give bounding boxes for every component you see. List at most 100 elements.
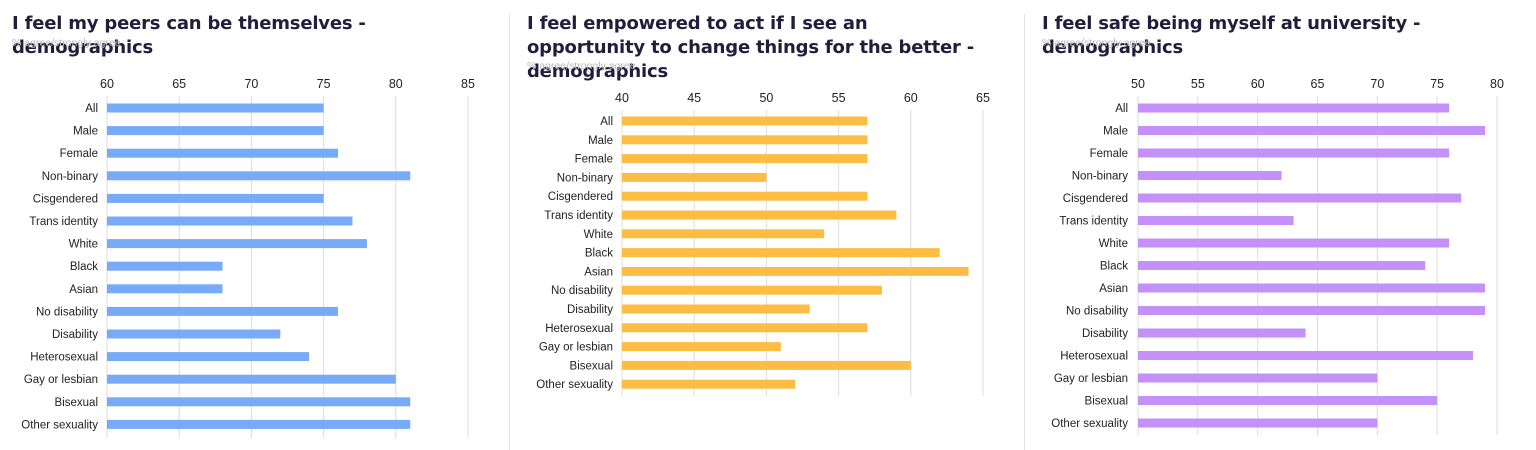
chart-panel-peers: I feel my peers can be themselves - demo…: [0, 0, 505, 450]
chart-subtitle: % agree/strongly agree: [1042, 37, 1151, 49]
bar: [107, 329, 281, 339]
category-label: Trans identity: [1059, 216, 1128, 228]
chart-panel-safe: I feel safe being myself at university -…: [1025, 0, 1536, 450]
category-label: Black: [70, 261, 98, 273]
category-label: Cisgendered: [548, 191, 613, 203]
bar: [1138, 396, 1438, 405]
bar: [107, 419, 411, 429]
category-label: All: [600, 116, 613, 128]
category-label: No disability: [551, 285, 613, 297]
x-tick-label: 75: [317, 77, 331, 91]
x-tick-label: 55: [832, 91, 846, 105]
category-label: Black: [585, 248, 613, 260]
x-tick-label: 50: [759, 91, 773, 105]
bar: [622, 172, 767, 182]
category-label: Bisexual: [570, 360, 613, 372]
x-tick-label: 75: [1430, 77, 1444, 91]
bar: [107, 306, 339, 316]
category-label: Disability: [567, 304, 613, 316]
chart-title: I feel empowered to act if I see an oppo…: [527, 13, 975, 82]
category-label: Gay or lesbian: [1054, 373, 1128, 385]
bar: [107, 171, 411, 181]
chart-title: I feel my peers can be themselves - demo…: [12, 13, 366, 58]
category-label: Bisexual: [55, 397, 98, 409]
category-label: Female: [60, 148, 98, 160]
chart-subtitle: % agree/strongly agree: [12, 37, 121, 49]
bar: [622, 135, 868, 145]
category-label: Heterosexual: [30, 352, 98, 364]
x-tick-label: 65: [1311, 77, 1325, 91]
x-axis-tick-labels: 40 45 50 55 60 65: [615, 91, 990, 105]
x-tick-label: 55: [1191, 77, 1205, 91]
category-label: Female: [575, 154, 613, 166]
category-label: White: [1099, 238, 1128, 250]
category-label: No disability: [1066, 306, 1128, 318]
category-label: White: [69, 239, 98, 251]
bar: [622, 360, 911, 370]
x-tick-label: 65: [172, 77, 186, 91]
category-label: Disability: [52, 329, 98, 341]
category-label: Heterosexual: [1060, 351, 1128, 363]
category-labels: All Male Female Non-binary Cisgendered Trans …: [536, 116, 613, 391]
category-label: Gay or lesbian: [24, 374, 98, 386]
category-label: Non-binary: [557, 172, 613, 184]
bar: [622, 154, 868, 164]
bar: [1138, 261, 1426, 270]
category-labels: All Male Female Non-binary Cisgendered Trans …: [1051, 103, 1128, 430]
x-tick-label: 60: [904, 91, 918, 105]
bar: [622, 379, 796, 389]
bar-chart-safe: 50 55 60 65 70 75 80 All Male Female Non-binary Cis…: [1051, 77, 1504, 435]
panel-divider: [1024, 14, 1025, 450]
x-axis-tick-labels: 60 65 70 75 80 85: [100, 77, 475, 91]
bar: [622, 323, 868, 333]
category-label: Heterosexual: [545, 323, 613, 335]
category-label: Gay or lesbian: [539, 342, 613, 354]
x-tick-label: 40: [615, 91, 629, 105]
category-labels: All Male Female Non-binary Cisgendered Trans …: [21, 103, 98, 431]
bar: [622, 248, 940, 258]
x-tick-label: 45: [687, 91, 701, 105]
category-label: Bisexual: [1085, 396, 1128, 408]
category-label: Trans identity: [544, 210, 613, 222]
bar: [1138, 306, 1486, 315]
bar: [107, 193, 324, 203]
bar: [1138, 238, 1450, 248]
bar: [622, 229, 825, 239]
bar: [107, 148, 339, 158]
bar: [622, 304, 810, 314]
bar: [107, 239, 367, 249]
bar: [1138, 418, 1378, 428]
bar: [622, 266, 969, 276]
bar: [1138, 283, 1486, 293]
bars: [107, 103, 411, 429]
bar: [622, 210, 897, 220]
bar: [107, 103, 324, 113]
category-label: Black: [1100, 261, 1128, 273]
bar: [622, 342, 781, 352]
category-label: Non-binary: [42, 171, 98, 183]
x-tick-label: 70: [1370, 77, 1384, 91]
bar: [1138, 373, 1378, 383]
bars: [1138, 103, 1486, 428]
category-label: Disability: [1082, 328, 1128, 340]
category-label: Other sexuality: [536, 379, 613, 391]
category-label: Trans identity: [29, 216, 98, 228]
category-label: Male: [1103, 126, 1128, 138]
bar: [107, 126, 324, 136]
category-label: Male: [588, 135, 613, 147]
bar: [107, 284, 223, 294]
bar: [107, 216, 353, 226]
bar: [1138, 103, 1450, 113]
x-tick-label: 60: [100, 77, 114, 91]
bar: [107, 374, 396, 384]
bar: [1138, 216, 1294, 225]
category-label: Asian: [584, 266, 613, 278]
x-axis-tick-labels: 50 55 60 65 70 75 80: [1131, 77, 1504, 91]
bar: [107, 352, 310, 362]
x-tick-label: 80: [1490, 77, 1504, 91]
category-label: Male: [73, 126, 98, 138]
x-tick-label: 60: [1251, 77, 1265, 91]
bar: [107, 261, 223, 271]
x-tick-label: 80: [389, 77, 403, 91]
category-label: Other sexuality: [21, 419, 98, 431]
